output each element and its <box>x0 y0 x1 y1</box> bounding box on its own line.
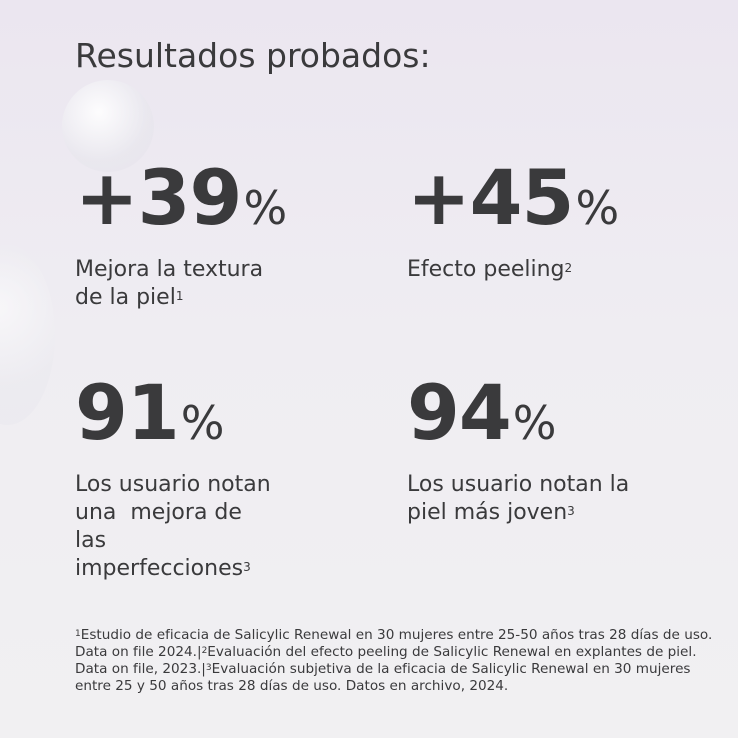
decor-bubble <box>0 245 55 425</box>
description-line: las <box>75 528 107 553</box>
footnote-text: Estudio de eficacia de Salicylic Renewal… <box>75 627 713 660</box>
footnote-text: Evaluación del efecto peeling de Salicyl… <box>75 644 697 677</box>
description-line: imperfecciones3 <box>75 556 251 581</box>
footnote-ref: 1 <box>175 289 184 303</box>
stat-description: Efecto peeling2 <box>407 256 707 284</box>
stat: 91% Los usuario notan una mejora de las impe… <box>75 375 375 583</box>
stat: 94% Los usuario notan la piel más joven3 <box>407 375 707 527</box>
footnote-ref: 3 <box>243 560 251 574</box>
footnote-marker: 2 <box>201 646 208 656</box>
stat-value: 94% <box>407 375 707 461</box>
decor-bubble <box>62 80 154 172</box>
description-line: Los usuario notan <box>75 472 271 497</box>
description-line: Los usuario notan la <box>407 472 630 497</box>
description-line: piel más joven3 <box>407 500 575 525</box>
stat: +45% Efecto peeling2 <box>407 160 707 284</box>
stat-unit: % <box>243 181 287 235</box>
stat-value: +45% <box>407 160 707 246</box>
stat-description: Los usuario notan una mejora de las imperfe… <box>75 471 375 583</box>
stat-description: Mejora la textura de la piel1 <box>75 256 375 312</box>
stat-value: +39% <box>75 160 375 246</box>
stat: +39% Mejora la textura de la piel1 <box>75 160 375 312</box>
footnote-ref: 3 <box>567 504 575 518</box>
stat-description: Los usuario notan la piel más joven3 <box>407 471 707 527</box>
stat-unit: % <box>512 396 557 450</box>
stat-number: 91 <box>75 368 180 457</box>
description-line: Efecto peeling2 <box>407 257 573 282</box>
stat-unit: % <box>180 396 225 450</box>
stat-number: +45 <box>407 153 574 242</box>
description-line: una mejora de <box>75 500 242 525</box>
stat-value: 91% <box>75 375 375 461</box>
title: Resultados probados: <box>75 36 431 75</box>
stat-unit: % <box>575 181 619 235</box>
description-line: Mejora la textura <box>75 257 264 282</box>
footnote-ref: 2 <box>564 261 573 275</box>
footnote-marker: 1 <box>75 629 81 639</box>
footnote-marker: 3 <box>205 663 212 673</box>
footnote-text: Evaluación subjetiva de la eficacia de S… <box>75 661 691 694</box>
footnotes: 1Estudio de eficacia de Salicylic Renewa… <box>75 627 715 695</box>
stat-number: +39 <box>75 153 242 242</box>
description-line: de la piel1 <box>75 285 184 310</box>
stat-number: 94 <box>407 368 512 457</box>
